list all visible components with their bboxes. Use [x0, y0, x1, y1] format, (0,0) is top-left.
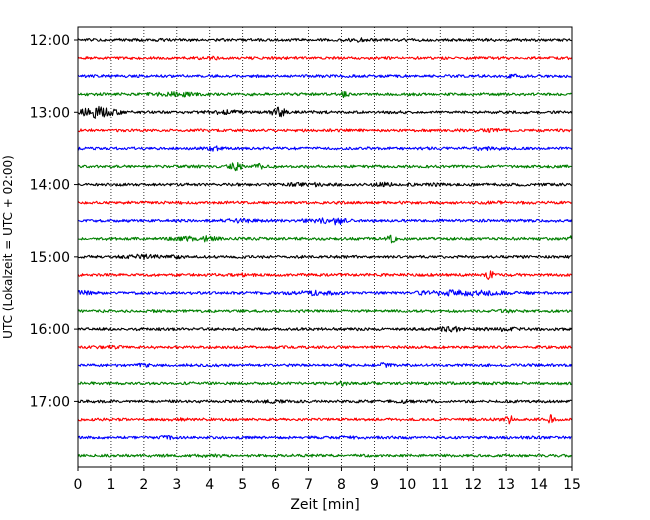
x-tick-label: 5 — [238, 477, 247, 493]
x-axis-ticks: 0 1 2 3 4 5 6 7 8 9 10 11 12 13 14 15 — [74, 467, 581, 493]
seismogram-trace — [77, 200, 572, 205]
y-tick-label: 15:00 — [30, 250, 70, 266]
x-tick-label: 3 — [172, 477, 181, 493]
plot-frame — [77, 26, 573, 468]
x-axis-label: Zeit [min] — [290, 497, 359, 513]
y-tick-label: 13:00 — [30, 105, 70, 121]
x-tick-label: 9 — [370, 477, 379, 493]
seismogram-trace — [77, 308, 572, 314]
seismogram-trace — [77, 253, 572, 261]
seismogram-trace — [77, 37, 572, 43]
x-tick-label: 12 — [464, 477, 482, 493]
vertical-grid-lines — [110, 27, 540, 467]
y-axis-ticks: 12:00 13:00 14:00 15:00 16:00 17:00 — [30, 33, 78, 410]
seismogram-trace — [77, 127, 572, 133]
x-tick-label: 0 — [74, 477, 83, 493]
x-tick-label: 10 — [398, 477, 416, 493]
seismogram-trace — [77, 414, 572, 425]
x-tick-label: 13 — [497, 477, 515, 493]
seismogram-trace — [77, 344, 572, 350]
seismogram-trace — [77, 362, 573, 368]
trace-group — [77, 37, 573, 458]
x-tick-label: 8 — [337, 477, 346, 493]
x-tick-label: 15 — [563, 477, 581, 493]
seismogram-trace — [77, 325, 572, 333]
y-tick-label: 17:00 — [30, 394, 70, 410]
seismogram-trace — [77, 217, 573, 226]
x-tick-label: 6 — [271, 477, 280, 493]
x-tick-label: 7 — [304, 477, 313, 493]
seismogram-trace — [77, 234, 573, 244]
seismogram-trace — [77, 105, 573, 119]
y-tick-label: 16:00 — [30, 322, 70, 338]
seismogram-trace — [77, 90, 572, 99]
seismogram-trace — [77, 145, 572, 152]
seismogram-trace — [77, 181, 572, 188]
x-tick-label: 1 — [106, 477, 115, 493]
y-axis-label: UTC (Lokalzeit = UTC + 02:00) — [1, 155, 15, 339]
seismogram-trace — [77, 434, 572, 441]
seismogram-trace — [77, 161, 572, 172]
y-tick-label: 12:00 — [30, 33, 70, 49]
x-tick-label: 4 — [205, 477, 214, 493]
seismogram-trace — [77, 399, 572, 405]
seismogram-trace — [77, 270, 572, 280]
x-tick-label: 2 — [139, 477, 148, 493]
y-tick-label: 14:00 — [30, 178, 70, 194]
seismogram-trace — [77, 380, 572, 387]
seismogram-trace — [77, 73, 572, 79]
seismogram-trace — [77, 55, 572, 61]
x-tick-label: 14 — [530, 477, 548, 493]
seismogram-trace — [77, 453, 572, 458]
x-tick-label: 11 — [431, 477, 449, 493]
seismogram-trace — [77, 289, 572, 297]
